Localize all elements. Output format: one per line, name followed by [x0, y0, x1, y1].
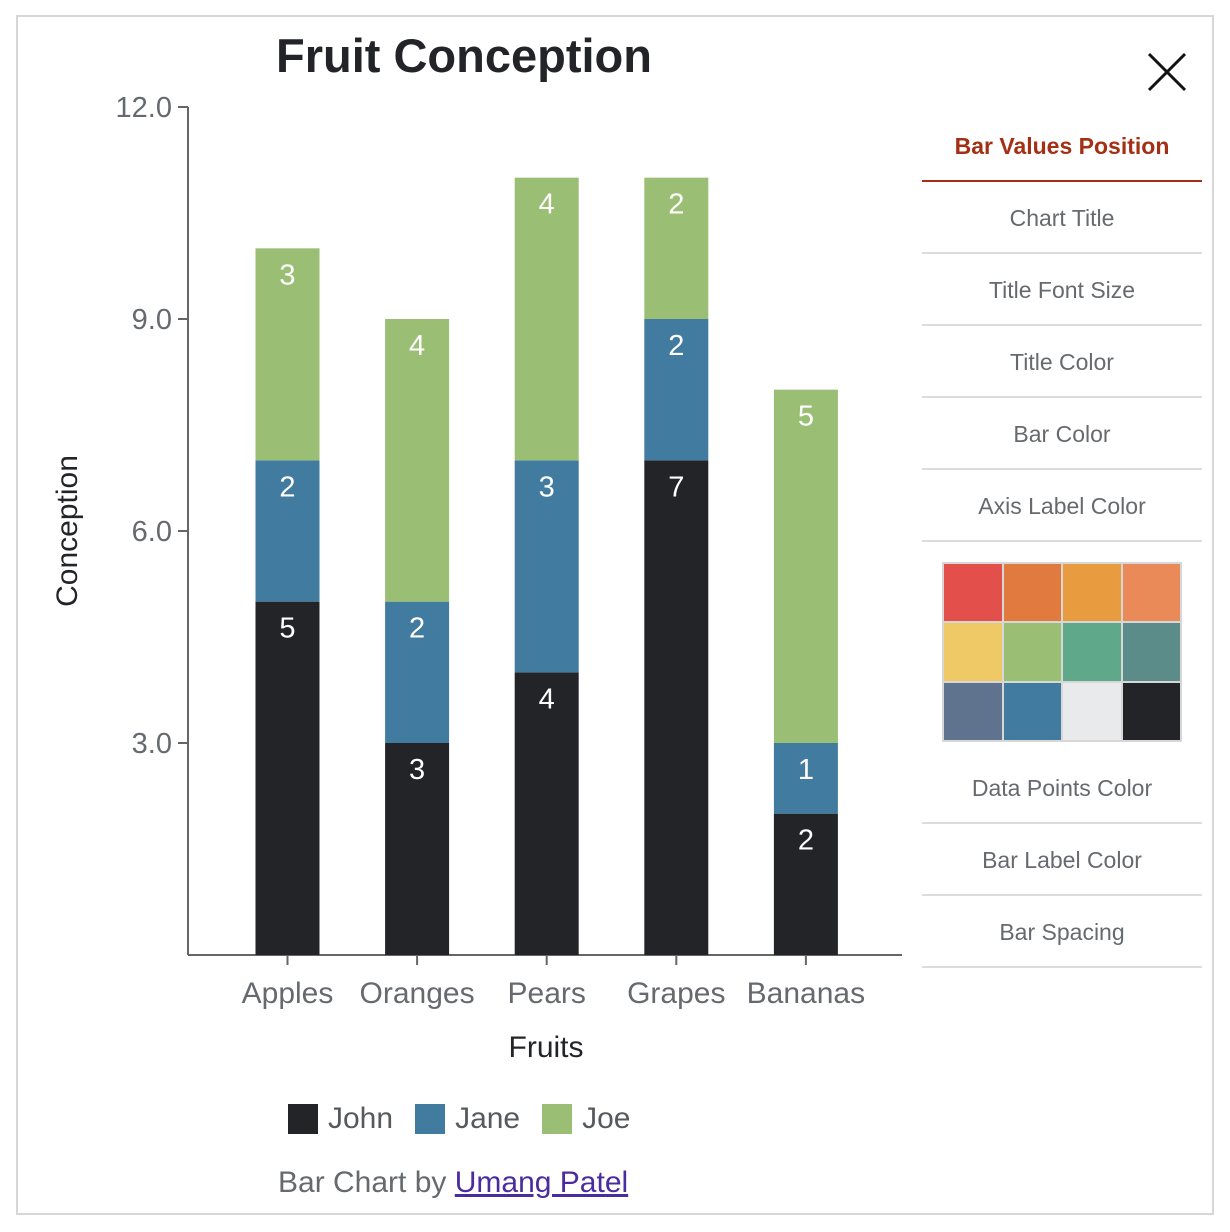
legend-swatch: [415, 1104, 446, 1134]
bar-segment-john: [385, 743, 450, 955]
palette-swatch[interactable]: [944, 623, 1002, 681]
x-tick-label: Bananas: [747, 977, 865, 1010]
menu-item-bar-color[interactable]: Bar Color: [922, 398, 1202, 470]
bar-segment-john: [644, 460, 709, 955]
y-tick-label: 9.0: [132, 304, 172, 336]
menu-item-bar-values-position[interactable]: Bar Values Position: [922, 110, 1202, 182]
x-tick-label: Pears: [508, 977, 586, 1010]
bar-value-label: 1: [798, 754, 814, 786]
bar-value-label: 3: [409, 754, 425, 786]
bar-value-label: 2: [668, 189, 684, 221]
bar-segment-joe: [514, 177, 579, 461]
bar-value-label: 7: [668, 471, 684, 503]
legend-swatch: [542, 1104, 573, 1134]
palette-swatch[interactable]: [1003, 564, 1061, 622]
palette-swatch[interactable]: [1063, 682, 1121, 740]
x-tick-label: Apples: [242, 977, 334, 1010]
palette-swatch[interactable]: [944, 564, 1002, 622]
bar-segment-joe: [385, 319, 450, 602]
palette-swatch[interactable]: [1063, 623, 1121, 681]
y-tick-label: 3.0: [132, 728, 172, 760]
bar-value-label: 2: [668, 330, 684, 362]
chart-credit: Bar Chart by Umang Patel: [278, 1166, 628, 1200]
legend-swatch: [288, 1104, 318, 1134]
bar-segment-jane: [514, 460, 579, 673]
bar-segment-joe: [773, 389, 838, 743]
bar-segment-john: [773, 813, 838, 955]
menu-item-title-color[interactable]: Title Color: [922, 326, 1202, 398]
bar-segment-jane: [385, 601, 450, 743]
bar-value-label: 4: [409, 330, 425, 362]
bar-value-label: 4: [539, 189, 555, 221]
bar-value-label: 3: [279, 259, 295, 291]
palette-swatch[interactable]: [944, 682, 1002, 740]
x-tick-label: Grapes: [627, 977, 725, 1010]
bar-value-label: 4: [539, 683, 555, 715]
bar-value-label: 2: [409, 613, 425, 645]
legend-label: Jane: [455, 1102, 521, 1135]
palette-swatch[interactable]: [1122, 564, 1180, 622]
close-button[interactable]: [1143, 48, 1191, 96]
bar-segment-john: [514, 672, 579, 955]
legend-item-john: John: [288, 1102, 393, 1136]
chart-title: Fruit Conception: [276, 29, 652, 82]
bar-value-label: 3: [539, 471, 555, 503]
menu-item-bar-spacing[interactable]: Bar Spacing: [922, 896, 1202, 968]
bar-segment-joe: [644, 177, 709, 319]
bar-value-label: 2: [798, 825, 814, 857]
color-palette: [942, 562, 1182, 742]
palette-swatch[interactable]: [1003, 682, 1061, 740]
menu-item-data-points-color[interactable]: Data Points Color: [922, 752, 1202, 824]
menu-item-chart-title[interactable]: Chart Title: [922, 182, 1202, 254]
bar-value-label: 2: [279, 471, 295, 503]
bar-value-label: 5: [279, 613, 295, 645]
palette-swatch[interactable]: [1003, 623, 1061, 681]
credit-author-link[interactable]: Umang Patel: [454, 1166, 629, 1199]
bar-value-label: 5: [798, 401, 814, 433]
y-axis-label: Conception: [51, 455, 84, 607]
y-tick-label: 6.0: [132, 516, 172, 548]
bar-segment-joe: [255, 248, 320, 461]
menu-item-axis-label-color[interactable]: Axis Label Color: [922, 470, 1202, 542]
legend-item-jane: Jane: [415, 1102, 520, 1136]
bar-chart: 3.0 6.0 9.0 12.0 Conception 5 2 3 Apples 3 2 4 Orang…: [51, 92, 902, 1064]
x-axis-label: Fruits: [509, 1031, 584, 1064]
bar-segment-jane: [773, 743, 838, 814]
menu-item-title-font-size[interactable]: Title Font Size: [922, 254, 1202, 326]
close-icon: [1147, 52, 1187, 92]
x-tick-label: Oranges: [360, 977, 475, 1010]
credit-prefix: Bar Chart by: [278, 1166, 447, 1199]
y-tick-label: 12.0: [116, 92, 172, 124]
bar-segment-john: [255, 601, 320, 955]
menu-item-bar-label-color[interactable]: Bar Label Color: [922, 824, 1202, 896]
palette-swatch[interactable]: [1122, 623, 1180, 681]
palette-swatch[interactable]: [1063, 564, 1121, 622]
bar-segment-jane: [644, 319, 709, 461]
legend-label: Joe: [582, 1102, 631, 1135]
bar-segment-jane: [255, 460, 320, 602]
palette-swatch[interactable]: [1122, 682, 1180, 740]
chart-settings-menu: Bar Values Position Chart Title Title Fo…: [922, 110, 1202, 968]
legend-item-joe: Joe: [542, 1102, 631, 1136]
chart-legend: John Jane Joe: [288, 1102, 653, 1136]
legend-label: John: [328, 1102, 394, 1135]
